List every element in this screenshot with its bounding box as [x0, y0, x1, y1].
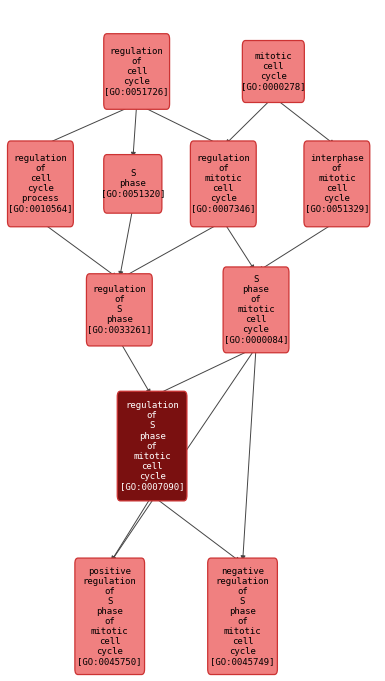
Text: negative
regulation
of
S
phase
of
mitotic
cell
cycle
[GO:0045749]: negative regulation of S phase of mitoti… [210, 567, 275, 666]
Text: regulation
of
S
phase
of
mitotic
cell
cycle
[GO:0007090]: regulation of S phase of mitotic cell cy… [120, 401, 184, 491]
FancyBboxPatch shape [117, 391, 187, 501]
Text: S
phase
[GO:0051320]: S phase [GO:0051320] [100, 170, 165, 198]
FancyBboxPatch shape [243, 41, 304, 103]
FancyBboxPatch shape [223, 267, 289, 353]
FancyBboxPatch shape [104, 34, 169, 109]
FancyBboxPatch shape [208, 558, 277, 674]
Text: regulation
of
mitotic
cell
cycle
[GO:0007346]: regulation of mitotic cell cycle [GO:000… [191, 154, 256, 214]
Text: S
phase
of
mitotic
cell
cycle
[GO:0000084]: S phase of mitotic cell cycle [GO:000008… [224, 275, 288, 345]
Text: interphase
of
mitotic
cell
cycle
[GO:0051329]: interphase of mitotic cell cycle [GO:005… [305, 154, 369, 214]
Text: regulation
of
cell
cycle
process
[GO:0010564]: regulation of cell cycle process [GO:001… [8, 154, 73, 214]
FancyBboxPatch shape [304, 141, 370, 227]
FancyBboxPatch shape [104, 155, 162, 213]
FancyBboxPatch shape [190, 141, 256, 227]
FancyBboxPatch shape [7, 141, 73, 227]
Text: positive
regulation
of
S
phase
of
mitotic
cell
cycle
[GO:0045750]: positive regulation of S phase of mitoti… [77, 567, 142, 666]
FancyBboxPatch shape [86, 274, 152, 346]
Text: regulation
of
S
phase
[GO:0033261]: regulation of S phase [GO:0033261] [87, 285, 152, 334]
Text: regulation
of
cell
cycle
[GO:0051726]: regulation of cell cycle [GO:0051726] [104, 47, 169, 96]
FancyBboxPatch shape [75, 558, 144, 674]
Text: mitotic
cell
cycle
[GO:0000278]: mitotic cell cycle [GO:0000278] [241, 52, 306, 91]
